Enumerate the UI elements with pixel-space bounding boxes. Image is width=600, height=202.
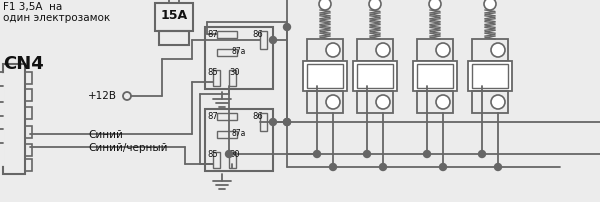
Bar [357, 65, 393, 88]
Text: один электрозамок: один электрозамок [3, 13, 110, 23]
Bar [25, 107, 32, 119]
Circle shape [284, 119, 290, 126]
Text: 85: 85 [207, 149, 218, 158]
Bar [217, 32, 237, 39]
Circle shape [436, 44, 450, 58]
Bar [472, 92, 508, 114]
Bar [25, 126, 32, 138]
Bar [307, 92, 343, 114]
Circle shape [479, 151, 485, 158]
Bar [417, 92, 453, 114]
Text: +12В: +12В [88, 90, 117, 101]
Bar [307, 40, 343, 62]
Text: 30: 30 [229, 149, 239, 158]
Bar [357, 40, 393, 62]
Circle shape [429, 0, 441, 11]
Text: Синий: Синий [88, 129, 123, 139]
Bar [260, 114, 267, 131]
Bar [229, 71, 236, 87]
Bar [205, 28, 273, 89]
Text: 85: 85 [207, 68, 218, 77]
Text: 87: 87 [207, 112, 218, 120]
Bar [417, 40, 453, 62]
Bar [159, 32, 189, 46]
Circle shape [376, 96, 390, 109]
Text: 15А: 15А [161, 9, 188, 22]
Circle shape [269, 37, 277, 44]
Circle shape [376, 44, 390, 58]
Circle shape [329, 164, 337, 171]
Bar [213, 152, 220, 168]
Bar [25, 73, 32, 85]
Bar [417, 65, 453, 88]
Circle shape [491, 96, 505, 109]
Bar [468, 62, 512, 92]
Circle shape [494, 164, 502, 171]
Text: Синий/черный: Синий/черный [88, 142, 167, 152]
Circle shape [439, 164, 446, 171]
Circle shape [436, 96, 450, 109]
Circle shape [491, 44, 505, 58]
Circle shape [269, 119, 277, 126]
Circle shape [284, 119, 290, 126]
Text: 30: 30 [229, 68, 239, 77]
Text: 87: 87 [207, 30, 218, 39]
Bar [217, 114, 237, 120]
Text: 87a: 87a [231, 128, 245, 137]
Circle shape [226, 151, 233, 158]
Bar [472, 65, 508, 88]
Circle shape [369, 0, 381, 11]
Bar [0, 75, 3, 164]
Circle shape [284, 24, 290, 31]
Circle shape [424, 151, 431, 158]
Bar [25, 89, 32, 101]
Bar [25, 159, 32, 171]
Bar [217, 50, 237, 57]
Bar [155, 4, 193, 32]
Bar [217, 131, 237, 138]
Circle shape [380, 164, 386, 171]
Text: CN4: CN4 [3, 55, 44, 73]
Bar [413, 62, 457, 92]
Bar [229, 152, 236, 168]
Bar [3, 65, 25, 174]
Text: F1 3,5А  на: F1 3,5А на [3, 2, 62, 12]
Circle shape [364, 151, 371, 158]
Bar [307, 65, 343, 88]
Circle shape [484, 0, 496, 11]
Bar [472, 40, 508, 62]
Bar [353, 62, 397, 92]
Bar [25, 144, 32, 156]
Circle shape [314, 151, 320, 158]
Bar [260, 32, 267, 50]
Text: 86: 86 [252, 30, 263, 39]
Text: 86: 86 [252, 112, 263, 120]
Circle shape [319, 0, 331, 11]
Circle shape [326, 96, 340, 109]
Bar [205, 109, 273, 171]
Circle shape [326, 44, 340, 58]
Bar [303, 62, 347, 92]
Text: 87a: 87a [231, 47, 245, 56]
Bar [357, 92, 393, 114]
Bar [213, 71, 220, 87]
